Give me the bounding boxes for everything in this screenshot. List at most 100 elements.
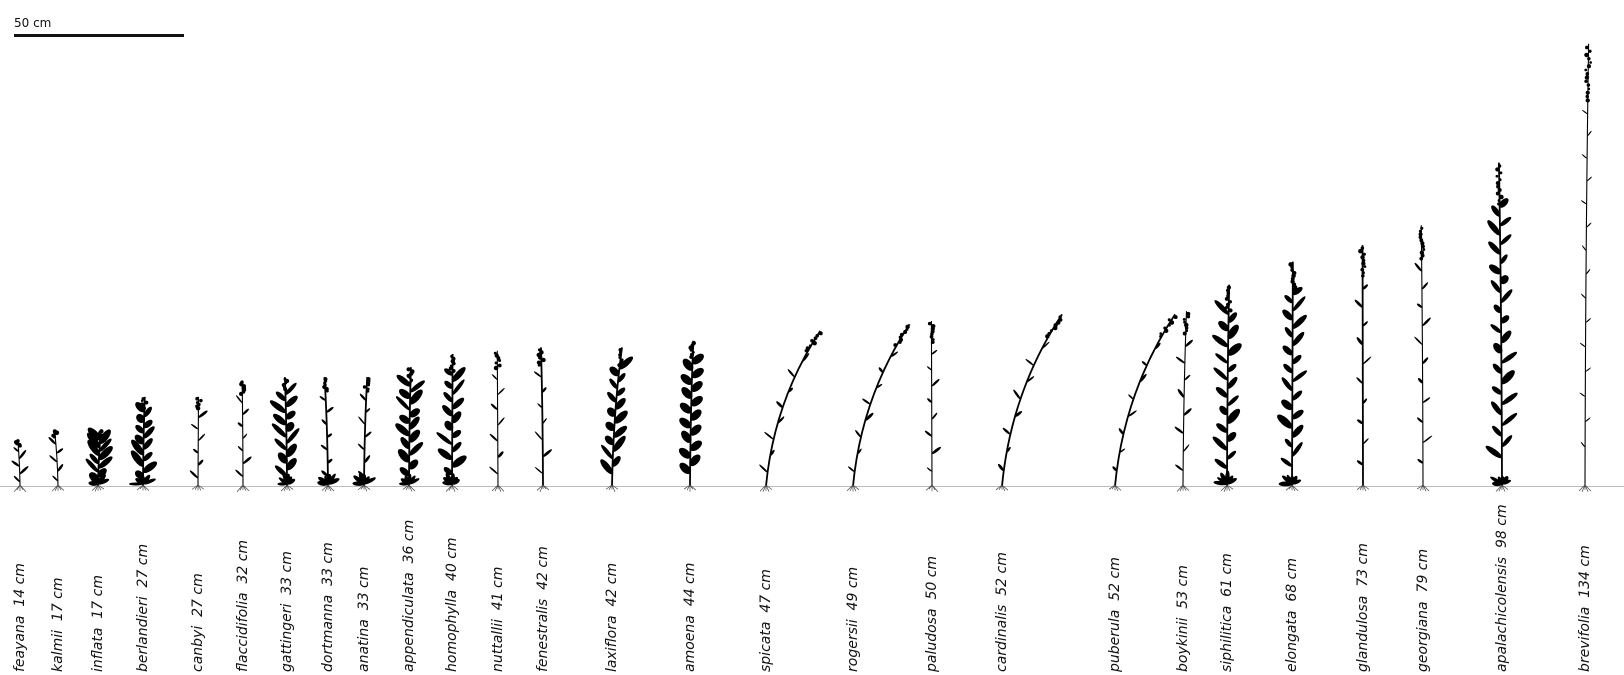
plant-gattingeri: [269, 377, 300, 492]
species-label: puberula 52 cm: [1107, 557, 1123, 672]
species-label: georgiana 79 cm: [1415, 549, 1431, 672]
plant-puberula: [1108, 313, 1178, 492]
specimen-height: 52 cm: [994, 552, 1010, 596]
plant-feayana: [11, 439, 29, 493]
specimen-height: 73 cm: [1355, 543, 1371, 587]
species-label: homophylla 40 cm: [444, 537, 460, 672]
specimen-height: 33 cm: [320, 542, 336, 586]
species-label: rogersii 49 cm: [845, 567, 861, 672]
specimen-height: 98 cm: [1494, 504, 1510, 548]
species-name: homophylla: [444, 589, 460, 672]
species-name: elongata: [1284, 610, 1300, 672]
species-name: paludosa: [924, 608, 940, 672]
species-label: appendiculata 36 cm: [401, 520, 417, 672]
specimen-height: 33 cm: [279, 551, 295, 595]
species-name: spicata: [758, 621, 774, 672]
plant-spicata: [759, 330, 823, 492]
species-label: nuttallii 41 cm: [490, 567, 506, 672]
species-name: inflata: [90, 627, 106, 672]
species-name: canbyi: [190, 625, 206, 672]
plant-paludosa: [924, 320, 941, 493]
plant-dortmanna: [317, 377, 340, 492]
scale-bar: [14, 34, 184, 37]
specimen-height: 32 cm: [235, 539, 251, 584]
specimen-height: 40 cm: [444, 537, 460, 582]
specimen-height: 68 cm: [1284, 558, 1300, 602]
plant-canbyi: [189, 396, 208, 491]
plant-fenestralis: [533, 347, 552, 493]
species-name: apalachicolensis: [1494, 556, 1510, 672]
species-label: apalachicolensis 98 cm: [1494, 504, 1510, 672]
species-name: appendiculata: [401, 572, 417, 672]
species-label: spicata 47 cm: [758, 569, 774, 672]
species-name: fenestralis: [535, 598, 551, 672]
species-name: georgiana: [1415, 601, 1431, 672]
specimen-height: 17 cm: [90, 575, 106, 619]
specimen-height: 47 cm: [758, 569, 774, 613]
specimen-height: 52 cm: [1107, 557, 1123, 601]
plant-homophylla: [436, 353, 467, 492]
species-name: feayana: [12, 615, 28, 672]
species-label: brevifolia 134 cm: [1577, 545, 1593, 672]
specimen-height: 33 cm: [356, 566, 372, 611]
specimen-height: 42 cm: [604, 562, 620, 607]
specimen-height: 14 cm: [12, 563, 28, 607]
specimen-height: 44 cm: [682, 562, 698, 607]
species-name: nuttallii: [490, 619, 506, 672]
species-label: gattingeri 33 cm: [279, 551, 295, 672]
species-label: paludosa 50 cm: [924, 556, 940, 672]
specimen-height: 49 cm: [845, 566, 861, 611]
species-name: cardinalis: [994, 604, 1010, 672]
specimen-height: 53 cm: [1175, 565, 1191, 609]
plant-elongata: [1277, 261, 1308, 492]
species-label: laxiflora 42 cm: [604, 563, 620, 672]
species-label: flaccidifolia 32 cm: [235, 540, 251, 672]
plant-georgiana: [1414, 225, 1433, 492]
species-name: glandulosa: [1355, 595, 1371, 672]
plant-rogersii: [846, 323, 911, 492]
species-name: boykinii: [1175, 617, 1191, 672]
specimen-height: 27 cm: [135, 543, 151, 588]
species-label: boykinii 53 cm: [1175, 565, 1191, 672]
species-name: flaccidifolia: [235, 592, 251, 672]
species-label: inflata 17 cm: [90, 575, 106, 672]
specimen-height: 134 cm: [1577, 545, 1593, 598]
plant-siphilitica: [1212, 284, 1242, 492]
specimen-height: 79 cm: [1415, 548, 1431, 593]
specimen-height: 61 cm: [1219, 553, 1235, 597]
species-label: feayana 14 cm: [12, 563, 28, 672]
ground-line: [0, 486, 1624, 487]
plant-boykinii: [1174, 311, 1193, 492]
species-label: dortmanna 33 cm: [320, 542, 336, 672]
species-label: anatina 33 cm: [356, 567, 372, 672]
plant-apalachicolensis: [1485, 162, 1518, 492]
species-name: amoena: [682, 615, 698, 672]
species-name: berlandieri: [135, 596, 151, 672]
plant-flaccidifolia: [235, 380, 252, 492]
plant-laxiflora: [600, 347, 634, 493]
species-label: canbyi 27 cm: [190, 573, 206, 672]
plant-berlandieri: [129, 396, 158, 491]
plant-appendiculata: [395, 367, 425, 492]
scale-bar-label: 50 cm: [14, 16, 52, 30]
species-label: cardinalis 52 cm: [994, 552, 1010, 672]
specimen-height: 50 cm: [924, 555, 940, 600]
plant-brevifolia: [1578, 43, 1593, 493]
species-name: gattingeri: [279, 603, 295, 672]
plant-amoena: [678, 340, 704, 492]
species-name: kalmii: [50, 630, 66, 672]
species-label: siphilitica 61 cm: [1219, 553, 1235, 672]
plant-kalmii: [48, 429, 65, 492]
species-label: fenestralis 42 cm: [535, 546, 551, 672]
species-label: kalmii 17 cm: [50, 577, 66, 672]
species-name: anatina: [356, 619, 372, 672]
plant-glandulosa: [1354, 245, 1372, 492]
species-label: berlandieri 27 cm: [135, 544, 151, 672]
species-name: rogersii: [845, 619, 861, 672]
specimen-height: 42 cm: [535, 546, 551, 590]
species-label: amoena 44 cm: [682, 563, 698, 672]
plant-inflata: [85, 427, 113, 492]
species-name: laxiflora: [604, 615, 620, 672]
